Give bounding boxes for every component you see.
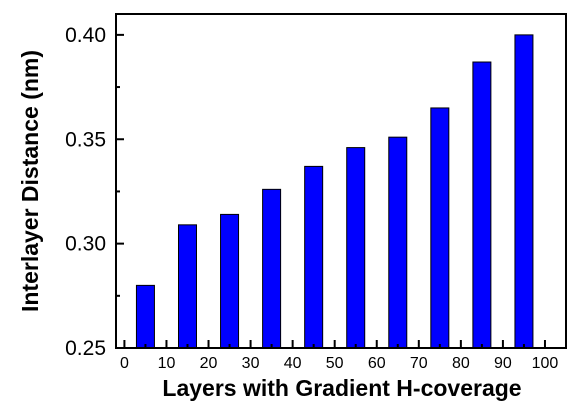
x-tick-label-70: 70 — [410, 355, 428, 372]
x-tick-label-0: 0 — [120, 355, 129, 372]
bar-35 — [262, 188, 282, 349]
bar-85 — [472, 61, 492, 349]
bar-95 — [514, 34, 534, 349]
y-axis-label: Interlayer Distance (nm) — [17, 50, 43, 312]
bar-55 — [346, 147, 366, 349]
y-tick-label-0.25: 0.25 — [65, 337, 106, 360]
y-tick-label-0.30: 0.30 — [65, 233, 106, 256]
bar-65 — [388, 136, 408, 349]
bar-15 — [177, 224, 197, 349]
bar-75 — [430, 107, 450, 349]
bar-5 — [135, 284, 155, 349]
x-tick-label-100: 100 — [532, 355, 559, 372]
x-tick-label-40: 40 — [284, 355, 302, 372]
y-tick-label-0.35: 0.35 — [65, 128, 106, 151]
x-tick-label-20: 20 — [200, 355, 218, 372]
plot-frame — [115, 13, 567, 349]
x-tick-label-50: 50 — [326, 355, 344, 372]
x-tick-label-90: 90 — [494, 355, 512, 372]
x-tick-label-10: 10 — [158, 355, 176, 372]
x-tick-label-60: 60 — [368, 355, 386, 372]
x-axis-ticks: 0 10 20 30 40 50 60 70 80 90 100 — [120, 340, 558, 372]
x-axis-label: Layers with Gradient H-coverage — [162, 375, 521, 401]
x-tick-label-30: 30 — [242, 355, 260, 372]
y-tick-label-0.40: 0.40 — [65, 24, 106, 47]
x-tick-label-80: 80 — [452, 355, 470, 372]
bars-group — [135, 34, 534, 349]
bar-45 — [304, 165, 324, 349]
bar-25 — [220, 213, 240, 349]
